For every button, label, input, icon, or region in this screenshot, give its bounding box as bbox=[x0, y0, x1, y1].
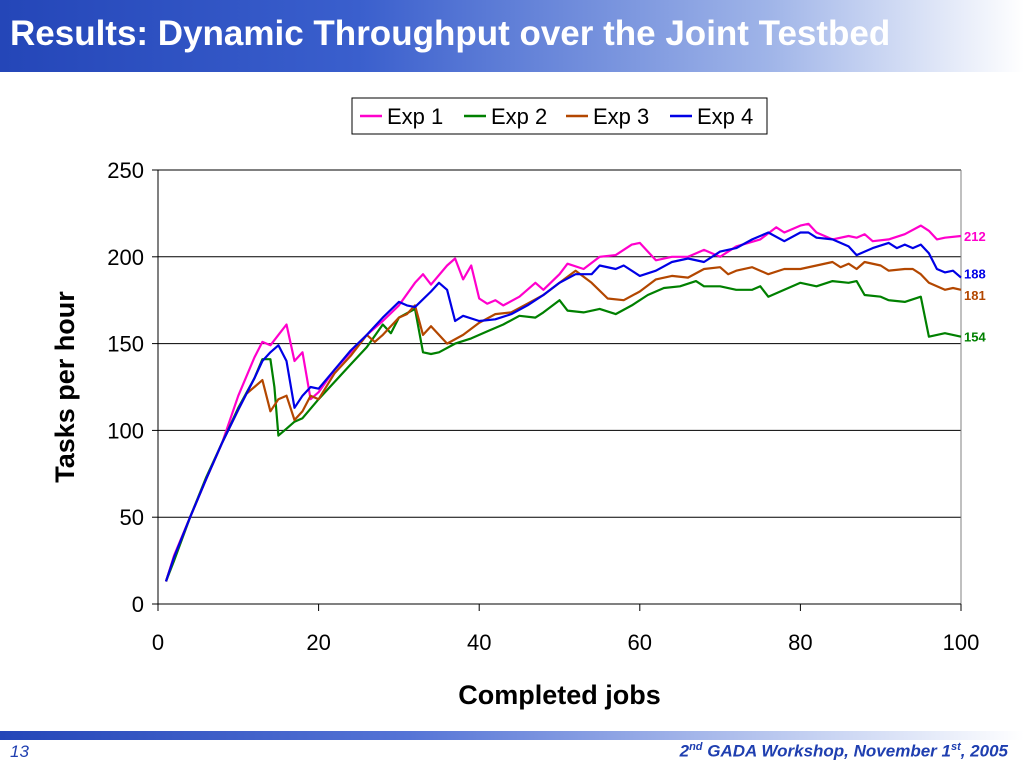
x-tick-label: 80 bbox=[788, 630, 812, 655]
legend-box bbox=[351, 97, 768, 135]
series-line-exp-4 bbox=[164, 231, 962, 582]
footer-conference: 2nd GADA Workshop, November 1st, 2005 bbox=[679, 741, 1008, 761]
y-tick-label: 200 bbox=[107, 245, 144, 270]
series-line-exp-3 bbox=[164, 260, 962, 582]
x-axis-title: Completed jobs bbox=[458, 680, 661, 710]
end-label-exp-1: 212 bbox=[964, 229, 986, 244]
series-line-exp-1 bbox=[164, 222, 962, 582]
x-tick-label: 0 bbox=[152, 630, 164, 655]
legend-label-exp-3: Exp 3 bbox=[593, 104, 649, 129]
y-tick-label: 0 bbox=[132, 592, 144, 617]
chart: 0 50 100 150 200 250 0 20 40 60 80 100 Completed job… bbox=[50, 97, 986, 710]
slide-title: Results: Dynamic Throughput over the Joi… bbox=[10, 14, 891, 53]
x-tick-label: 20 bbox=[306, 630, 330, 655]
end-label-exp-3: 181 bbox=[964, 288, 986, 303]
y-tick-label: 250 bbox=[107, 158, 144, 183]
legend-label-exp-2: Exp 2 bbox=[491, 104, 547, 129]
page-number: 13 bbox=[10, 742, 29, 761]
footer-bar bbox=[0, 731, 1024, 740]
y-tick-label: 50 bbox=[120, 505, 144, 530]
end-label-exp-2: 154 bbox=[964, 330, 986, 345]
x-tick-label: 100 bbox=[943, 630, 980, 655]
x-tick-label: 60 bbox=[628, 630, 652, 655]
end-label-exp-4: 188 bbox=[964, 267, 986, 282]
y-tick-label: 100 bbox=[107, 418, 144, 443]
series-line-exp-2 bbox=[164, 280, 962, 582]
y-axis-title: Tasks per hour bbox=[50, 291, 80, 483]
title-bar bbox=[0, 0, 1024, 72]
legend-label-exp-1: Exp 1 bbox=[387, 104, 443, 129]
legend-label-exp-4: Exp 4 bbox=[697, 104, 753, 129]
x-tick-label: 40 bbox=[467, 630, 491, 655]
y-tick-label: 150 bbox=[107, 332, 144, 357]
